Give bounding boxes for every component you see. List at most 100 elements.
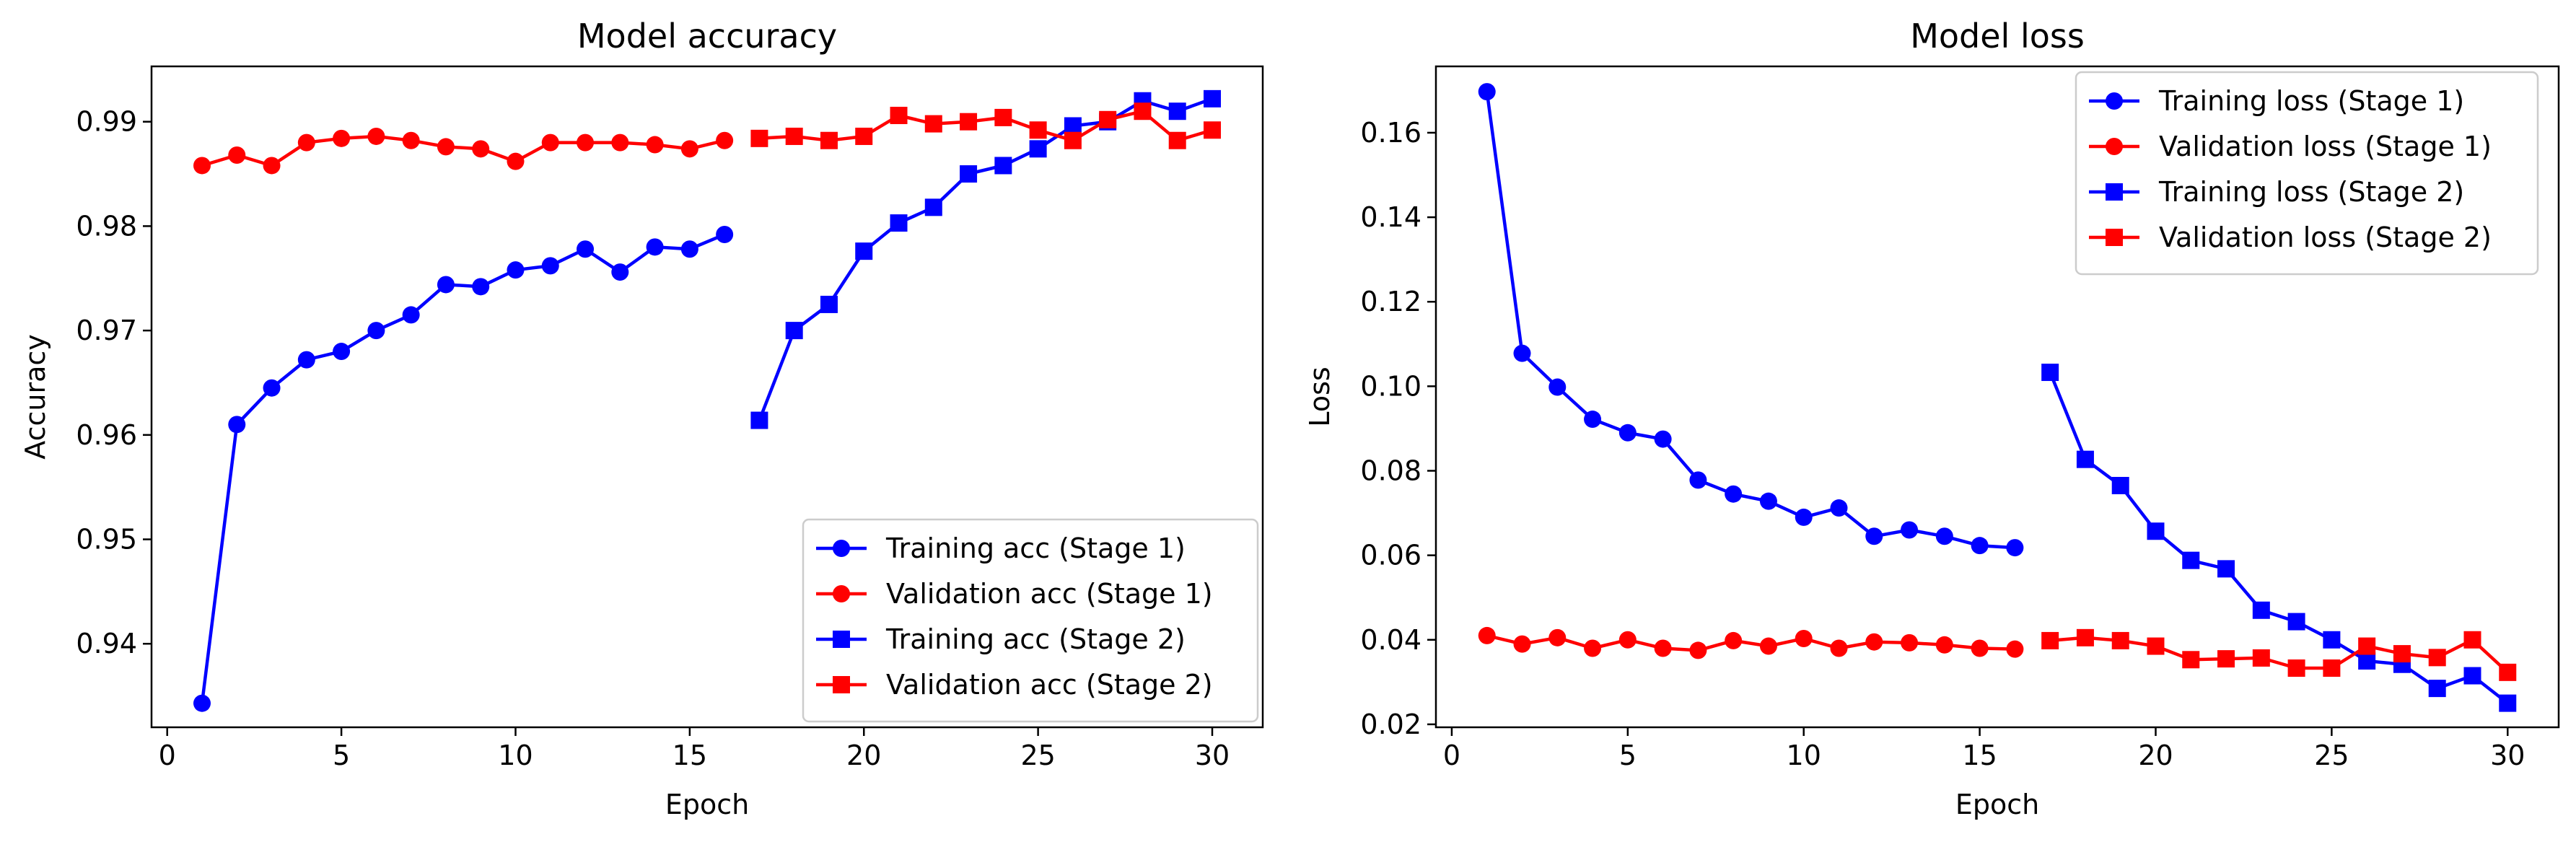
series-0 [1478,83,2024,557]
data-point [2323,631,2341,649]
legend-marker [833,631,850,648]
data-point [960,113,978,131]
y-tick-label: 0.06 [1360,540,1421,571]
loss-chart: 0 5 10 15 20 25 30 0.02 0.04 0.06 0.08 0.10 0.12 0.14… [1304,17,2560,820]
series-line [1486,633,2015,652]
series-line [200,232,725,703]
data-point [994,108,1012,126]
data-point [1513,635,1531,653]
y-tick-label: 0.02 [1360,709,1421,740]
legend-entry: Training acc (Stage 1) [816,532,1186,564]
data-point [2499,663,2517,681]
data-point [2217,560,2235,578]
data-point [2111,476,2129,494]
data-point [193,157,211,175]
y-tick-label: 0.08 [1360,455,1421,486]
data-point [1134,102,1152,120]
data-point [1478,83,1496,101]
x-tick-label: 0 [1443,740,1460,771]
x-axis-label: Epoch [665,789,749,820]
data-point [1584,639,1602,657]
data-point [2147,637,2165,655]
data-point [541,133,559,152]
data-point [1618,631,1637,649]
data-point [1901,521,1919,539]
legend-marker [2106,229,2123,246]
legend-entry: Validation acc (Stage 2) [816,669,1213,701]
x-tick-label: 5 [333,740,350,771]
legend-entry: Validation acc (Stage 1) [816,578,1213,610]
data-point [611,263,629,281]
data-point [1548,378,1567,396]
data-point [924,198,942,216]
y-tick-label: 0.10 [1360,370,1421,402]
y-tick-label: 0.97 [76,315,137,346]
plot-area-frame [150,65,1264,729]
data-point [1830,499,1848,517]
data-point [2006,640,2024,658]
data-point [1584,411,1602,429]
x-tick-label: 30 [1195,740,1230,771]
x-tick-label: 25 [1020,740,1055,771]
data-point [1971,537,1989,555]
data-point [2147,522,2165,540]
data-point [1901,633,1919,652]
y-tick-label: 0.94 [76,628,137,659]
data-point [2252,649,2270,667]
legend-entry: Training loss (Stage 2) [2089,176,2464,208]
data-point [1618,424,1637,442]
series-3 [750,102,1221,149]
data-point [333,129,351,147]
x-tick-label: 10 [498,740,533,771]
data-point [820,295,838,313]
x-tick-label: 20 [2138,740,2173,771]
data-point [2428,680,2446,698]
data-point [890,214,908,232]
data-point [1689,641,1707,659]
series-3 [2041,628,2517,681]
data-point [437,138,455,156]
data-point [1830,639,1848,657]
data-point [367,322,385,340]
y-tick-label: 0.12 [1360,286,1421,317]
data-point [855,242,873,260]
data-point [750,411,768,429]
data-point [646,238,664,256]
legend-label: Validation loss (Stage 1) [2159,131,2492,162]
data-point [2393,645,2411,663]
data-point [228,416,246,434]
legend-marker [833,585,850,602]
data-point [820,131,838,149]
data-point [2287,613,2305,631]
y-tick-label: 0.95 [76,524,137,556]
legend-label: Validation acc (Stage 2) [886,669,1213,701]
y-tick-label: 0.96 [76,419,137,451]
data-point [1064,117,1082,135]
legend-entry: Training acc (Stage 2) [816,623,1186,655]
data-point [2323,659,2341,677]
data-point [2463,667,2481,685]
data-point [577,133,595,152]
data-point [1548,628,1567,646]
data-point [2428,649,2446,667]
y-axis-label: Accuracy [19,334,51,460]
data-point [367,127,385,145]
data-point [333,343,351,361]
data-point [960,165,978,183]
x-tick-label: 30 [2490,740,2525,771]
data-point [1865,633,1883,651]
data-point [2111,631,2129,649]
legend-frame [802,518,1259,723]
data-point [1478,626,1496,644]
x-axis-label: Epoch [1955,789,2039,820]
data-point [2182,551,2200,569]
data-point [1689,471,1707,489]
data-point [1654,639,1672,657]
data-point [2076,628,2094,646]
x-tick-label: 25 [2314,740,2349,771]
data-point [1064,131,1082,149]
data-point [994,157,1012,175]
legend: Training acc (Stage 1) Validation acc (St… [802,518,1259,723]
data-point [611,133,629,152]
